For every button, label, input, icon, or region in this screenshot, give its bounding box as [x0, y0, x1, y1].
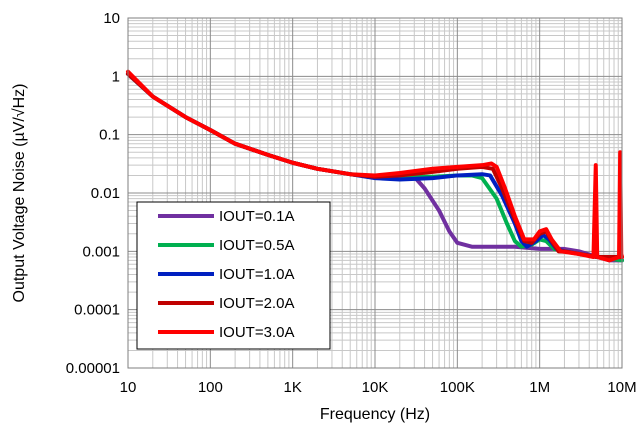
legend-label: IOUT=3.0A [219, 324, 294, 341]
y-tick-label: 0.01 [91, 185, 120, 202]
legend-label: IOUT=1.0A [219, 266, 294, 283]
y-tick-label: 0.1 [99, 127, 120, 144]
legend-label: IOUT=0.5A [219, 237, 294, 254]
x-tick-label: 1K [283, 379, 301, 396]
legend-label: IOUT=0.1A [219, 208, 294, 225]
y-tick-label: 0.0001 [74, 302, 120, 319]
y-tick-label: 10 [103, 10, 120, 27]
series-layer [126, 69, 624, 263]
major-grid [127, 17, 623, 369]
x-tick-label: 10K [362, 379, 389, 396]
y-tick-label: 0.00001 [66, 360, 120, 377]
y-tick-label: 0.001 [82, 243, 120, 260]
x-tick-label: 100 [198, 379, 223, 396]
plot-frame [127, 17, 623, 369]
y-tick-labels: 10 1 0.1 0.01 0.001 0.0001 0.00001 [66, 10, 120, 377]
x-axis-title: Frequency (Hz) [320, 406, 430, 423]
x-tick-label: 10 [120, 379, 137, 396]
y-tick-label: 1 [112, 68, 120, 85]
series-line [126, 69, 624, 263]
x-tick-labels: 10 100 1K 10K 100K 1M 10M [120, 379, 637, 396]
x-tick-label: 100K [440, 379, 475, 396]
legend: IOUT=0.1A IOUT=0.5A IOUT=1.0A IOUT=2.0A IOUT… [136, 201, 331, 350]
legend-label: IOUT=2.0A [219, 295, 294, 312]
x-tick-label: 1M [529, 379, 550, 396]
y-axis-title: Output Voltage Noise (µV/√Hz) [11, 84, 28, 303]
x-tick-label: 10M [607, 379, 636, 396]
